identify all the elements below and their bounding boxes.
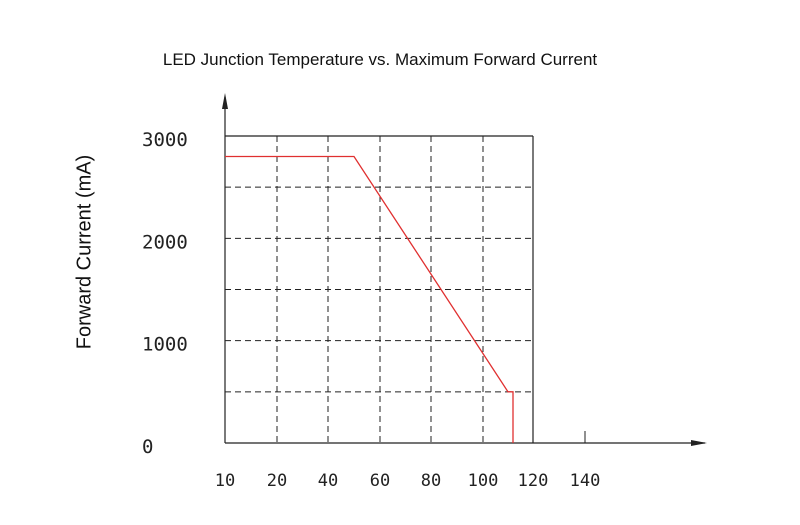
y-tick-label: 2000 bbox=[142, 231, 188, 253]
x-tick-label: 80 bbox=[421, 471, 441, 491]
y-tick-label: 1000 bbox=[142, 334, 188, 356]
x-tick-label: 40 bbox=[318, 471, 338, 491]
grid bbox=[225, 136, 533, 443]
x-tick-label: 20 bbox=[267, 471, 287, 491]
y-tick-labels: 0 1000 2000 3000 bbox=[142, 129, 188, 458]
series-layer bbox=[225, 155, 514, 443]
plot-frame bbox=[225, 135, 534, 443]
chart-title: LED Junction Temperature vs. Maximum For… bbox=[162, 50, 598, 69]
y-tick-label: 3000 bbox=[142, 129, 188, 151]
axes bbox=[222, 93, 707, 446]
x-tick-label: 10 bbox=[215, 471, 235, 491]
x-tick-label: 100 bbox=[468, 471, 499, 491]
x-axis-arrow-icon bbox=[691, 440, 707, 446]
y-tick-label: 0 bbox=[142, 436, 153, 458]
y-axis-arrow-icon bbox=[222, 93, 228, 109]
x-tick-labels: 10 20 40 60 80 100 120 140 bbox=[215, 471, 601, 491]
x-tick-label: 140 bbox=[570, 471, 601, 491]
x-tick-label: 120 bbox=[518, 471, 549, 491]
series-line bbox=[225, 155, 514, 443]
x-tick-label: 60 bbox=[370, 471, 390, 491]
